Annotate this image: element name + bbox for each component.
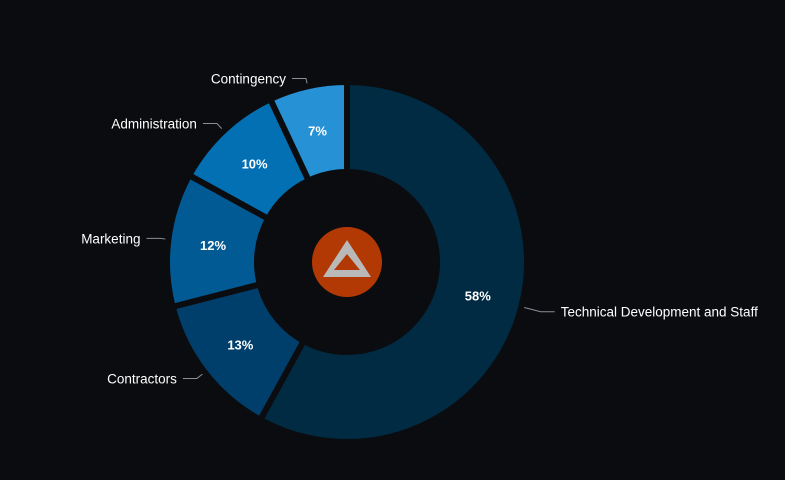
slice-technical-development-and-staff[interactable] (257, 79, 530, 445)
center-badge (312, 227, 382, 297)
category-label-technical-development-and-staff: Technical Development and Staff (561, 305, 758, 320)
leader-line-contingency (291, 78, 308, 84)
category-label-contingency: Contingency (211, 72, 286, 87)
value-label-administration: 10% (242, 157, 268, 172)
value-label-technical-development-and-staff: 58% (465, 289, 491, 304)
leader-line-contractors (182, 373, 203, 379)
category-label-contractors: Contractors (107, 371, 177, 386)
category-label-marketing: Marketing (81, 231, 140, 246)
warning-triangle-inner (334, 254, 360, 270)
category-label-administration: Administration (111, 116, 197, 131)
value-label-contingency: 7% (308, 123, 327, 138)
leader-line-marketing (146, 237, 166, 240)
leader-line-administration (202, 122, 223, 129)
slice-contingency[interactable] (267, 79, 350, 184)
value-label-marketing: 12% (200, 238, 226, 253)
value-label-contractors: 13% (227, 338, 253, 353)
leader-line-technical-development-and-staff (524, 307, 555, 313)
